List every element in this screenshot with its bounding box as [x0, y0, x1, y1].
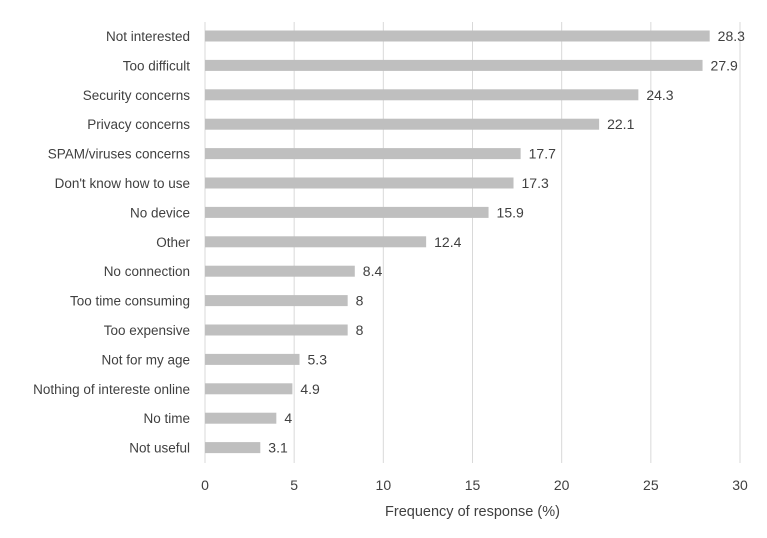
x-axis-title: Frequency of response (%)	[385, 504, 560, 520]
bar	[205, 295, 348, 307]
x-tick-label: 5	[290, 477, 298, 493]
category-label: Other	[156, 235, 190, 250]
bar	[205, 383, 293, 395]
bar	[205, 148, 521, 160]
bar-value-label: 28.3	[718, 28, 745, 44]
bar	[205, 442, 261, 454]
category-label: Don't know how to use	[55, 176, 190, 191]
category-label: Too expensive	[104, 323, 190, 338]
value-labels: 28.3 27.9 24.3 22.1 17.7 17.3 15.9 12.4 8.4 8 8 5.3…	[268, 28, 745, 456]
bar-value-label: 3.1	[268, 440, 288, 456]
category-label: Privacy concerns	[87, 117, 190, 132]
x-tick-label: 25	[643, 477, 659, 493]
bar-value-label: 5.3	[308, 351, 328, 367]
category-label: Nothing of intereste online	[33, 382, 190, 397]
x-tick-label: 20	[554, 477, 570, 493]
bar	[205, 177, 514, 189]
x-tick-label: 15	[465, 477, 481, 493]
bar	[205, 353, 300, 365]
x-axis-ticks: 0 5 10 15 20 25 30	[201, 477, 748, 493]
bar-value-label: 15.9	[497, 204, 524, 220]
category-label: No connection	[104, 264, 190, 279]
bar-value-label: 24.3	[646, 87, 673, 103]
bar-value-label: 12.4	[434, 234, 461, 250]
bar	[205, 89, 639, 101]
bar-value-label: 4.9	[300, 381, 320, 397]
category-label: SPAM/viruses concerns	[48, 147, 191, 162]
category-label: Not interested	[106, 29, 190, 44]
bar	[205, 206, 489, 218]
bar	[205, 265, 355, 277]
bar-value-label: 8	[356, 322, 364, 338]
category-label: No device	[130, 205, 190, 220]
category-label: Too difficult	[123, 58, 191, 73]
category-label: Security concerns	[83, 88, 191, 103]
x-tick-label: 0	[201, 477, 209, 493]
bar	[205, 30, 710, 42]
bar	[205, 324, 348, 336]
bar	[205, 412, 277, 424]
bar	[205, 59, 703, 71]
bar-value-label: 27.9	[711, 57, 738, 73]
x-tick-label: 10	[376, 477, 392, 493]
bar	[205, 236, 427, 248]
category-labels: Not interested Too difficult Security conc…	[33, 29, 190, 456]
bar-value-label: 4	[284, 410, 292, 426]
category-label: Not for my age	[101, 352, 190, 367]
category-label: Not useful	[129, 441, 190, 456]
category-label: No time	[143, 411, 190, 426]
bar-value-label: 22.1	[607, 116, 634, 132]
bars	[205, 30, 710, 454]
x-tick-label: 30	[732, 477, 748, 493]
bar-value-label: 17.3	[522, 175, 549, 191]
category-label: Too time consuming	[70, 294, 190, 309]
bar-value-label: 8	[356, 293, 364, 309]
bar-value-label: 8.4	[363, 263, 383, 279]
bar	[205, 118, 600, 130]
bar-value-label: 17.7	[529, 146, 556, 162]
